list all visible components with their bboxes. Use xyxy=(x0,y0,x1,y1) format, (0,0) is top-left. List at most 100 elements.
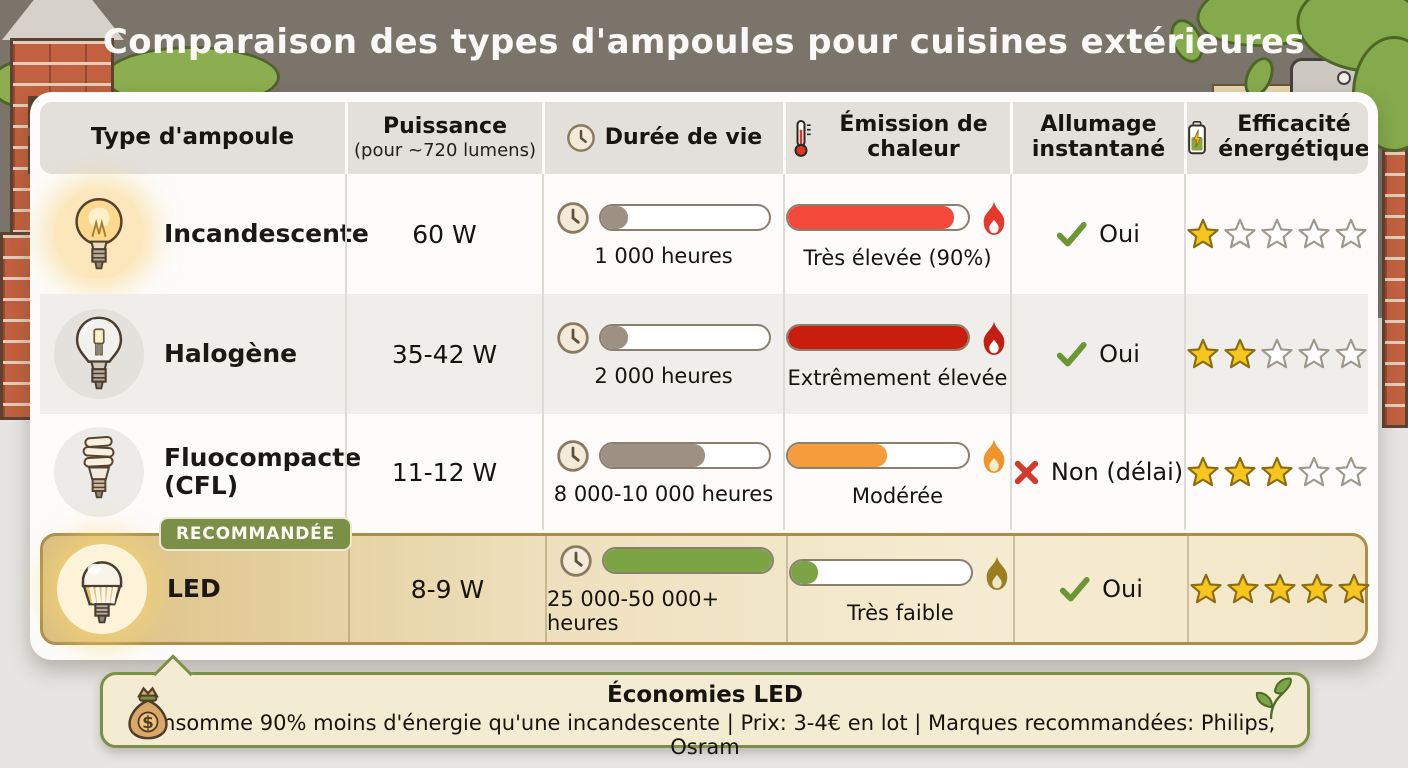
heat-cell: Très élevée (90%) xyxy=(783,174,1010,294)
bulb-name: Incandescente xyxy=(164,219,369,248)
halogen-bulb-icon xyxy=(54,309,144,399)
star-filled-icon xyxy=(1224,338,1256,369)
flame-icon xyxy=(983,320,1005,355)
money-bag-icon: $ xyxy=(121,685,175,741)
lifespan-cell: 8 000-10 000 heures xyxy=(542,414,783,530)
power-value: 35-42 W xyxy=(391,339,498,369)
column-header-label: Type d'ampoule xyxy=(90,124,295,151)
table-row-fluocompacte-cfl: Fluocompacte (CFL) 11-12 W 8 000-10 000 … xyxy=(40,414,1368,530)
led-savings-callout: $ Économies LED Consomme 90% moins d'éne… xyxy=(100,654,1310,759)
star-empty-icon xyxy=(1224,218,1256,249)
column-header-label: Émission de chaleur xyxy=(839,112,988,162)
star-empty-icon xyxy=(1335,338,1367,369)
power-cell: 35-42 W xyxy=(345,294,542,414)
thermometer-icon xyxy=(790,118,812,158)
bulb-name: Fluocompacte (CFL) xyxy=(164,443,362,500)
power-cell: 60 W xyxy=(345,174,542,294)
column-header-label: Durée de vie xyxy=(604,124,763,150)
stars-cell xyxy=(1184,414,1368,530)
lifespan-bar xyxy=(599,324,771,351)
star-empty-icon xyxy=(1298,456,1330,487)
instant-on-label: Oui xyxy=(1099,220,1140,248)
recommended-badge: RECOMMANDÉE xyxy=(159,517,352,551)
star-filled-icon xyxy=(1224,456,1256,487)
bulb-type-cell: Fluocompacte (CFL) xyxy=(40,414,362,530)
footer-title: Économies LED xyxy=(607,682,803,708)
incandescent-bulb-icon xyxy=(54,189,144,279)
heat-cell: Modérée xyxy=(783,414,1010,530)
heat-bar xyxy=(786,442,970,469)
brick-wall-illustration xyxy=(1382,128,1408,428)
instant-on-label: Non (délai) xyxy=(1050,458,1184,486)
heat-cell: Très faible xyxy=(786,536,1013,642)
clock-icon xyxy=(556,201,590,235)
heat-label: Extrêmement élevée xyxy=(787,365,1008,390)
lifespan-bar xyxy=(599,442,771,469)
leaf-icon xyxy=(1247,677,1293,721)
heat-label: Très élevée (90%) xyxy=(803,245,992,270)
table-row-led: LED RECOMMANDÉE 8-9 W 25 000-50 000+ heu… xyxy=(40,517,1371,645)
star-empty-icon xyxy=(1335,218,1367,249)
check-icon xyxy=(1056,341,1087,366)
star-filled-icon xyxy=(1187,218,1219,249)
lifespan-label: 25 000-50 000+ heures xyxy=(547,586,720,635)
column-header-type: Type d'ampoule xyxy=(40,102,345,174)
led-bulb-icon xyxy=(57,544,147,634)
column-header-label: Puissance xyxy=(383,113,507,139)
stars-cell xyxy=(1184,174,1368,294)
heat-bar xyxy=(786,324,970,351)
star-filled-icon xyxy=(1338,573,1370,604)
comparison-card: Type d'ampoule Puissance (pour ~720 lume… xyxy=(30,92,1378,660)
table-row-incandescente: Incandescente 60 W 1 000 heures Très éle… xyxy=(40,174,1368,294)
table-row-halog-ne: Halogène 35-42 W 2 000 heures Extrêmemen… xyxy=(40,294,1368,414)
power-value: 11-12 W xyxy=(391,457,498,487)
column-header-power: Puissance (pour ~720 lumens) xyxy=(345,102,542,174)
column-header-efficiency: Efficacité énergétique xyxy=(1184,102,1368,174)
power-cell: 8-9 W xyxy=(348,536,545,642)
table-header: Type d'ampoule Puissance (pour ~720 lume… xyxy=(40,102,1368,174)
check-icon xyxy=(1059,576,1090,601)
clock-icon xyxy=(559,544,593,578)
clock-icon xyxy=(566,123,596,153)
lifespan-bar xyxy=(599,204,771,231)
heat-label: Très faible xyxy=(847,600,954,625)
bulb-name: LED xyxy=(167,574,221,603)
power-value: 60 W xyxy=(412,219,477,249)
star-empty-icon xyxy=(1261,218,1293,249)
star-empty-icon xyxy=(1298,338,1330,369)
bulb-type-cell: LED RECOMMANDÉE xyxy=(43,517,352,642)
footer-text: Consomme 90% moins d'énergie qu'une inca… xyxy=(134,711,1276,759)
stars-cell xyxy=(1184,294,1368,414)
instant-on-cell: Oui xyxy=(1010,294,1184,414)
lifespan-bar xyxy=(602,547,774,574)
column-header-label: Efficacité énergétique xyxy=(1218,112,1368,162)
cfl-bulb-icon xyxy=(54,427,144,517)
star-filled-icon xyxy=(1264,573,1296,604)
bulb-name: Halogène xyxy=(164,339,298,368)
star-filled-icon xyxy=(1301,573,1333,604)
lifespan-cell: 25 000-50 000+ heures xyxy=(545,536,786,642)
clock-icon xyxy=(556,321,590,355)
bulb-type-cell: Halogène xyxy=(40,294,345,414)
lifespan-label: 1 000 heures xyxy=(594,243,733,268)
heat-label: Modérée xyxy=(851,483,944,508)
lifespan-cell: 2 000 heures xyxy=(542,294,783,414)
bulb-type-cell: Incandescente xyxy=(40,174,369,294)
svg-text:$: $ xyxy=(142,712,154,732)
instant-on-cell: Oui xyxy=(1013,536,1187,642)
clock-icon xyxy=(556,439,590,473)
battery-icon xyxy=(1185,120,1209,156)
star-empty-icon xyxy=(1335,456,1367,487)
flame-icon xyxy=(983,200,1005,235)
column-header-instant-on: Allumage instantané xyxy=(1010,102,1184,174)
power-value: 8-9 W xyxy=(410,574,485,604)
heat-bar xyxy=(786,204,970,231)
star-filled-icon xyxy=(1190,573,1222,604)
power-cell: 11-12 W xyxy=(345,414,542,530)
instant-on-cell: Non (délai) xyxy=(1010,414,1184,530)
stars-cell xyxy=(1187,536,1371,642)
lifespan-label: 8 000-10 000 heures xyxy=(553,481,774,506)
column-header-label: Allumage instantané xyxy=(1031,112,1166,162)
instant-on-label: Oui xyxy=(1099,340,1140,368)
flame-icon xyxy=(986,555,1008,590)
